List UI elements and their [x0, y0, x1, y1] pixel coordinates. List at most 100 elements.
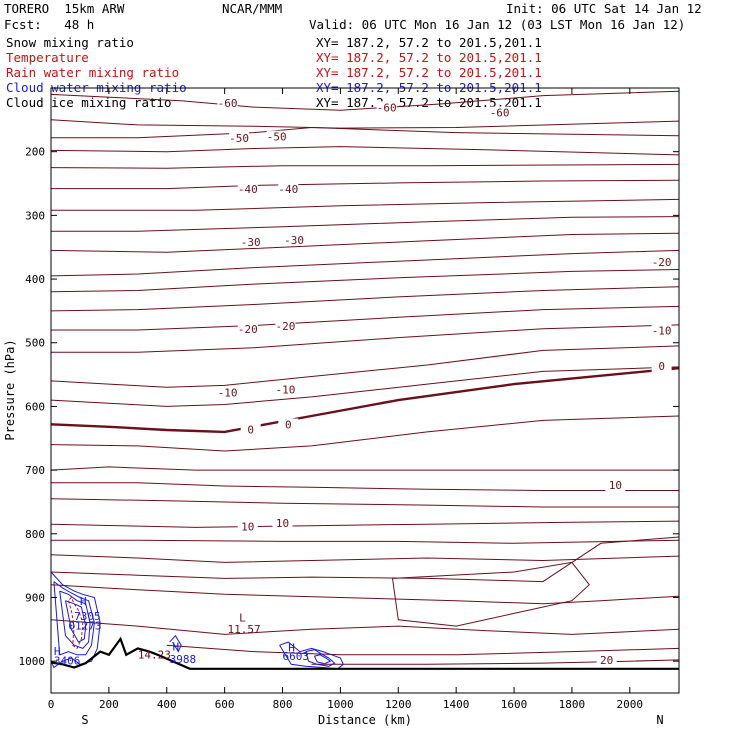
- temperature-contour-2: [51, 126, 680, 139]
- contour-label-bg-6: [278, 182, 299, 195]
- temperature-contour-13: [51, 324, 680, 353]
- y-tick-label-6: 800: [25, 528, 45, 541]
- rain-contours: [67, 596, 84, 650]
- cloud-water-contour-7: [313, 654, 332, 665]
- legend-name-snow: Snow mixing ratio: [6, 35, 134, 50]
- contour-label-bg-10: [275, 319, 296, 332]
- temperature-contour-20: [50, 498, 679, 508]
- temperature-contour-6: [51, 198, 680, 211]
- south-label: S: [81, 713, 88, 727]
- contour-label-bg-19: [272, 517, 293, 530]
- contour-label-10: -20: [275, 320, 295, 333]
- contour-label-2: -60: [490, 106, 510, 119]
- cloud-water-contours: [50, 571, 344, 670]
- x-axis-label: Distance (km): [318, 713, 412, 727]
- contour-label-9: -20: [238, 323, 258, 336]
- marker-4: 3406: [54, 654, 81, 667]
- y-tick-label-0: 200: [25, 146, 45, 159]
- contour-label-bg-0: [217, 96, 238, 109]
- plot-frame: [50, 87, 680, 694]
- legend-xy-temperature: XY= 187.2, 57.2 to 201.5,201.1: [316, 50, 542, 65]
- contour-label-bg-15: [240, 423, 261, 436]
- rain-contour-0: [67, 596, 84, 650]
- contour-label-11: -20: [652, 256, 672, 269]
- temperature-contour-23: [50, 554, 680, 563]
- marker-6: H: [173, 640, 180, 653]
- temperature-contour-1: [50, 119, 680, 129]
- x-tick-label-1: 200: [99, 698, 119, 711]
- cloud-water-contour-5: [279, 641, 344, 670]
- temperature-contour-26: [392, 561, 590, 627]
- marker-0: H: [80, 595, 87, 608]
- contour-label-bg-8: [284, 233, 305, 246]
- y-tick-label-8: 1000: [19, 655, 46, 668]
- marker-3: H: [54, 645, 61, 658]
- x-tick-label-3: 600: [215, 698, 235, 711]
- contour-label-bg-3: [229, 131, 250, 144]
- contour-label-bg-17: [651, 359, 672, 372]
- temperature-contour-16: [50, 367, 680, 434]
- temperature-contour-9: [50, 249, 680, 277]
- contour-label-8: -30: [284, 234, 304, 247]
- x-tick-label-6: 1200: [385, 698, 412, 711]
- marker-9: 11.57: [228, 623, 261, 636]
- x-tick-label-2: 400: [157, 698, 177, 711]
- model-title: TORERO 15km ARW: [4, 1, 125, 16]
- center-title: NCAR/MMM: [222, 1, 283, 16]
- temperature-contour-19: [51, 482, 679, 491]
- contour-label-17: 0: [658, 360, 665, 373]
- cloud-water-contour-0: [50, 571, 101, 669]
- marker-8: L: [239, 612, 246, 625]
- contour-label-bg-5: [237, 182, 258, 195]
- temperature-contour-0: [50, 90, 680, 111]
- y-tick-label-7: 900: [25, 591, 45, 604]
- temperature-contour-17: [50, 415, 680, 452]
- x-tick-label-0: 0: [48, 698, 55, 711]
- contour-label-bg-20: [605, 479, 626, 492]
- y-tick-label-1: 300: [25, 209, 45, 222]
- temperature-contour-11: [50, 286, 680, 312]
- contour-label-bg-4: [266, 130, 287, 143]
- temperature-contours: [50, 90, 680, 665]
- contour-label-bg-12: [217, 386, 238, 399]
- cloud-water-contour-1: [53, 581, 95, 656]
- contour-label-bg-13: [275, 383, 296, 396]
- contour-label-6: -40: [278, 183, 298, 196]
- temperature-contour-10: [50, 269, 680, 293]
- contour-label-12: -10: [218, 387, 238, 400]
- contour-label-15: 0: [247, 424, 254, 437]
- legend-name-rain: Rain water mixing ratio: [6, 65, 180, 80]
- temperature-contour-15: [50, 366, 680, 407]
- x-tick-label-4: 800: [273, 698, 293, 711]
- temperature-contour-21: [50, 520, 680, 528]
- legend-name-cloud-ice: Cloud ice mixing ratio: [6, 95, 172, 110]
- marker-5: 14.23: [138, 649, 171, 662]
- x-tick-label-9: 1800: [559, 698, 586, 711]
- terrain: [50, 636, 679, 670]
- axes: 0 200 400 600 800 1000 1200 1400 1600 1800 2000200…: [19, 88, 679, 711]
- y-tick-label-3: 500: [25, 337, 45, 350]
- x-tick-label-7: 1400: [443, 698, 470, 711]
- cloud-water-contour-3: [65, 600, 87, 643]
- temperature-contour-22: [51, 539, 680, 544]
- marker-10: H: [288, 642, 295, 655]
- forecast-hour: Fcst: 48 h: [4, 17, 95, 32]
- legend-xy-snow: XY= 187.2, 57.2 to 201.5,201.1: [316, 35, 542, 50]
- temperature-contour-28: [166, 644, 680, 656]
- temperature-contour-3: [50, 146, 680, 156]
- marker-1: 7305: [74, 610, 101, 623]
- x-tick-label-8: 1600: [501, 698, 528, 711]
- contour-label-13: -10: [275, 384, 295, 397]
- temperature-contour-18: [50, 466, 679, 471]
- contour-label-5: -40: [238, 183, 258, 196]
- contour-label-7: -30: [241, 236, 261, 249]
- cloud-water-contour-4: [169, 634, 182, 653]
- cloud-water-contour-6: [305, 649, 336, 667]
- y-tick-label-2: 400: [25, 273, 45, 286]
- temperature-contour-4: [50, 163, 680, 169]
- x-tick-label-10: 2000: [617, 698, 644, 711]
- y-tick-label-5: 700: [25, 464, 45, 477]
- valid-time: Valid: 06 UTC Mon 16 Jan 12 (03 LST Mon …: [309, 17, 686, 32]
- contour-label-bg-7: [240, 235, 261, 248]
